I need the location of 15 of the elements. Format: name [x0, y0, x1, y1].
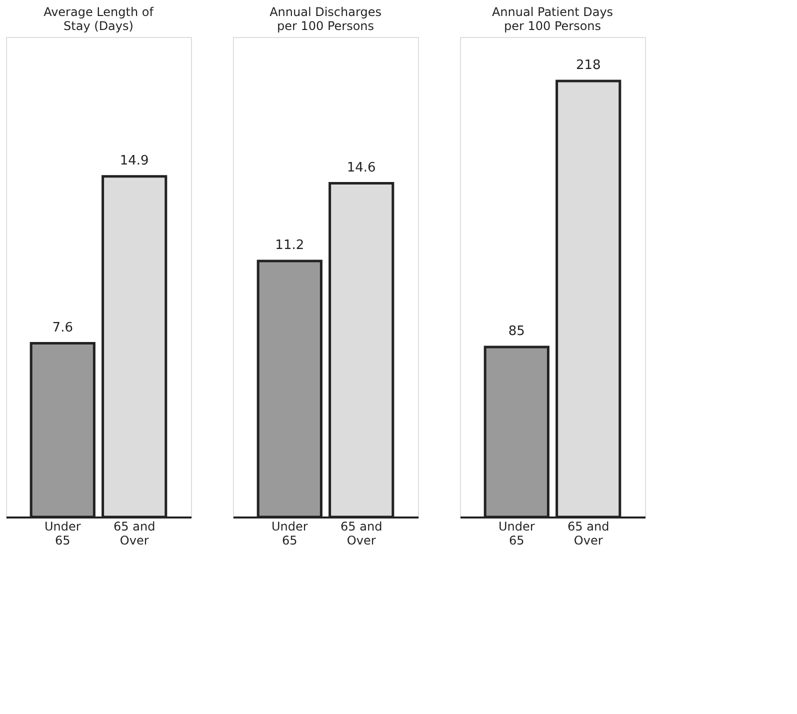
data-label: 7.6 [52, 320, 73, 336]
data-label: 14.9 [120, 153, 149, 168]
x-tick-label: 65 and Over [568, 520, 610, 548]
chart-title: Average Length of Stay (Days) [44, 5, 154, 33]
data-label: 14.6 [346, 160, 376, 176]
x-tick-label: Under 65 [271, 520, 308, 548]
data-label: 11.2 [275, 238, 304, 253]
x-tick-label: 65 and Over [340, 520, 382, 548]
data-label: 85 [508, 324, 525, 339]
chart-title: Annual Discharges per 100 Persons [270, 5, 382, 33]
data-label: 218 [576, 58, 601, 73]
x-tick-label: 65 and Over [114, 520, 156, 548]
x-tick-label: Under 65 [44, 520, 81, 548]
x-tick-label: Under 65 [498, 520, 535, 548]
chart-title: Annual Patient Days per 100 Persons [492, 5, 614, 33]
